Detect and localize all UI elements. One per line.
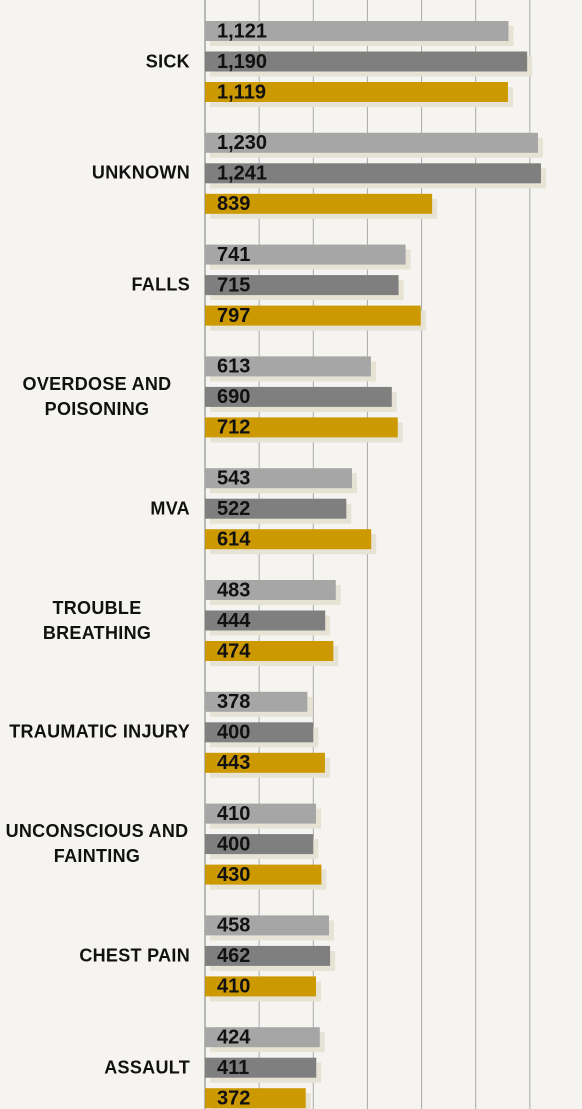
bar: [205, 529, 372, 550]
value-label: 474: [217, 640, 251, 662]
value-label: 797: [217, 305, 250, 327]
value-label: 614: [217, 528, 251, 550]
bar: [205, 275, 399, 296]
bar: [205, 976, 316, 997]
value-label: 522: [217, 498, 250, 520]
bar: [205, 132, 538, 153]
category-label: UNCONSCIOUS AND FAINTING: [4, 819, 190, 869]
bar: [205, 722, 314, 743]
value-label: 443: [217, 752, 250, 774]
category-text: MVA: [150, 498, 190, 519]
bar: [205, 580, 336, 600]
value-label: 462: [217, 945, 250, 967]
value-label: 1,230: [217, 132, 267, 154]
category-text: ASSAULT: [104, 1057, 190, 1078]
bar: [205, 1027, 320, 1048]
category-label: SICK: [4, 49, 190, 74]
bar: [205, 21, 509, 41]
bar: [205, 82, 508, 102]
value-label: 483: [217, 579, 250, 601]
bar: [205, 305, 421, 326]
value-label: 1,119: [217, 81, 266, 103]
category-text: TROUBLE BREATHING: [42, 597, 152, 643]
value-label: 613: [217, 356, 250, 378]
category-label: FALLS: [4, 273, 190, 298]
category-text: OVERDOSE AND POISONING: [22, 373, 172, 419]
value-label: 410: [217, 976, 250, 998]
bar: [205, 803, 316, 824]
bar: [205, 610, 326, 631]
value-label: 378: [217, 691, 250, 713]
bar: [205, 1057, 317, 1078]
value-label: 543: [217, 467, 250, 489]
bar: [205, 915, 329, 936]
bar: [205, 386, 392, 407]
bar: [205, 244, 406, 265]
value-label: 712: [217, 417, 250, 439]
bar: [205, 752, 325, 773]
category-text: UNCONSCIOUS AND FAINTING: [5, 821, 189, 867]
bar: [205, 864, 322, 885]
bar: [205, 417, 398, 438]
value-label: 410: [217, 803, 250, 825]
value-label: 1,241: [217, 163, 267, 185]
value-label: 430: [217, 864, 250, 886]
value-label: 400: [217, 833, 250, 855]
bar: [205, 834, 314, 855]
bar: [205, 1088, 306, 1109]
category-text: SICK: [145, 51, 190, 71]
category-label: CHEST PAIN: [4, 943, 190, 968]
value-label: 411: [217, 1057, 249, 1079]
value-label: 372: [217, 1087, 250, 1109]
value-label: 715: [217, 274, 250, 296]
bar: [205, 691, 308, 712]
value-label: 690: [217, 386, 250, 408]
category-text: UNKNOWN: [91, 162, 190, 183]
value-label: 458: [217, 915, 250, 937]
value-label: 400: [217, 722, 250, 744]
category-label: ASSAULT: [4, 1055, 190, 1080]
category-label: TROUBLE BREATHING: [4, 596, 190, 646]
category-label: MVA: [4, 496, 190, 521]
bar: [205, 193, 433, 214]
category-label: OVERDOSE AND POISONING: [4, 372, 190, 422]
bar: [205, 945, 331, 966]
bar: [205, 468, 352, 489]
bar: [205, 356, 371, 377]
value-label: 839: [217, 193, 250, 215]
value-label: 444: [217, 610, 251, 632]
category-label: TRAUMATIC INJURY: [4, 720, 190, 745]
category-text: TRAUMATIC INJURY: [9, 721, 190, 742]
category-label: UNKNOWN: [4, 161, 190, 186]
value-label: 424: [217, 1026, 251, 1048]
category-text: CHEST PAIN: [79, 945, 190, 966]
bar: [205, 498, 347, 519]
category-text: FALLS: [131, 274, 190, 295]
bar: [205, 641, 334, 661]
bar: [205, 163, 541, 184]
value-label: 1,121: [217, 20, 267, 42]
value-label: 741: [217, 244, 250, 266]
bar: [205, 51, 528, 72]
value-label: 1,190: [217, 51, 267, 73]
